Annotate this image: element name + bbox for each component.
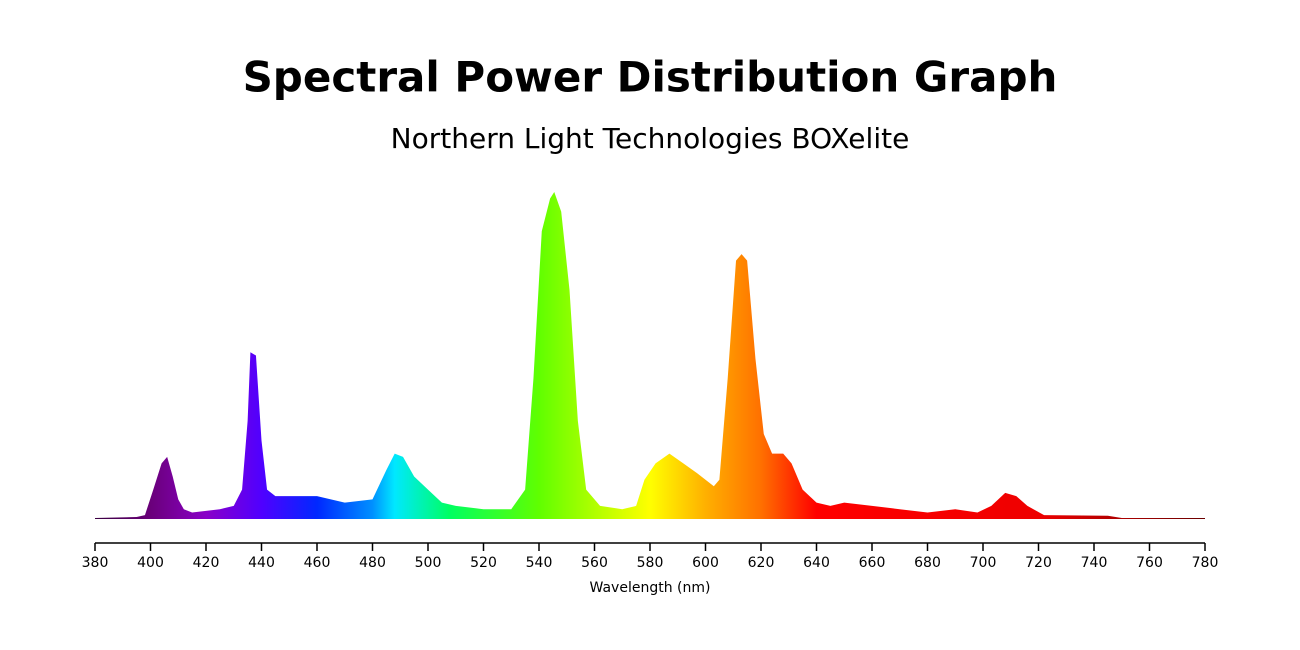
x-tick-label: 480 — [359, 555, 386, 571]
x-tick-label: 400 — [137, 555, 164, 571]
x-tick-label: 540 — [526, 555, 553, 571]
x-tick-label: 640 — [803, 555, 830, 571]
chart-title: Spectral Power Distribution Graph — [243, 53, 1058, 102]
x-tick-label: 460 — [304, 555, 331, 571]
x-tick-label: 680 — [914, 555, 941, 571]
x-tick-label: 620 — [748, 555, 775, 571]
x-tick-label: 580 — [637, 555, 664, 571]
spectrum-area — [95, 192, 1205, 519]
x-tick-label: 760 — [1136, 555, 1163, 571]
x-tick-label: 440 — [248, 555, 275, 571]
chart-subtitle: Northern Light Technologies BOXelite — [391, 122, 910, 155]
x-tick-label: 700 — [970, 555, 997, 571]
x-tick-label: 520 — [470, 555, 497, 571]
x-tick-label: 500 — [415, 555, 442, 571]
x-tick-label: 420 — [193, 555, 220, 571]
x-tick-label: 780 — [1192, 555, 1219, 571]
x-tick-label: 720 — [1025, 555, 1052, 571]
x-tick-label: 660 — [859, 555, 886, 571]
x-axis-label: Wavelength (nm) — [590, 580, 711, 596]
x-tick-label: 560 — [581, 555, 608, 571]
x-tick-label: 600 — [692, 555, 719, 571]
x-tick-label: 740 — [1081, 555, 1108, 571]
x-tick-label: 380 — [82, 555, 109, 571]
